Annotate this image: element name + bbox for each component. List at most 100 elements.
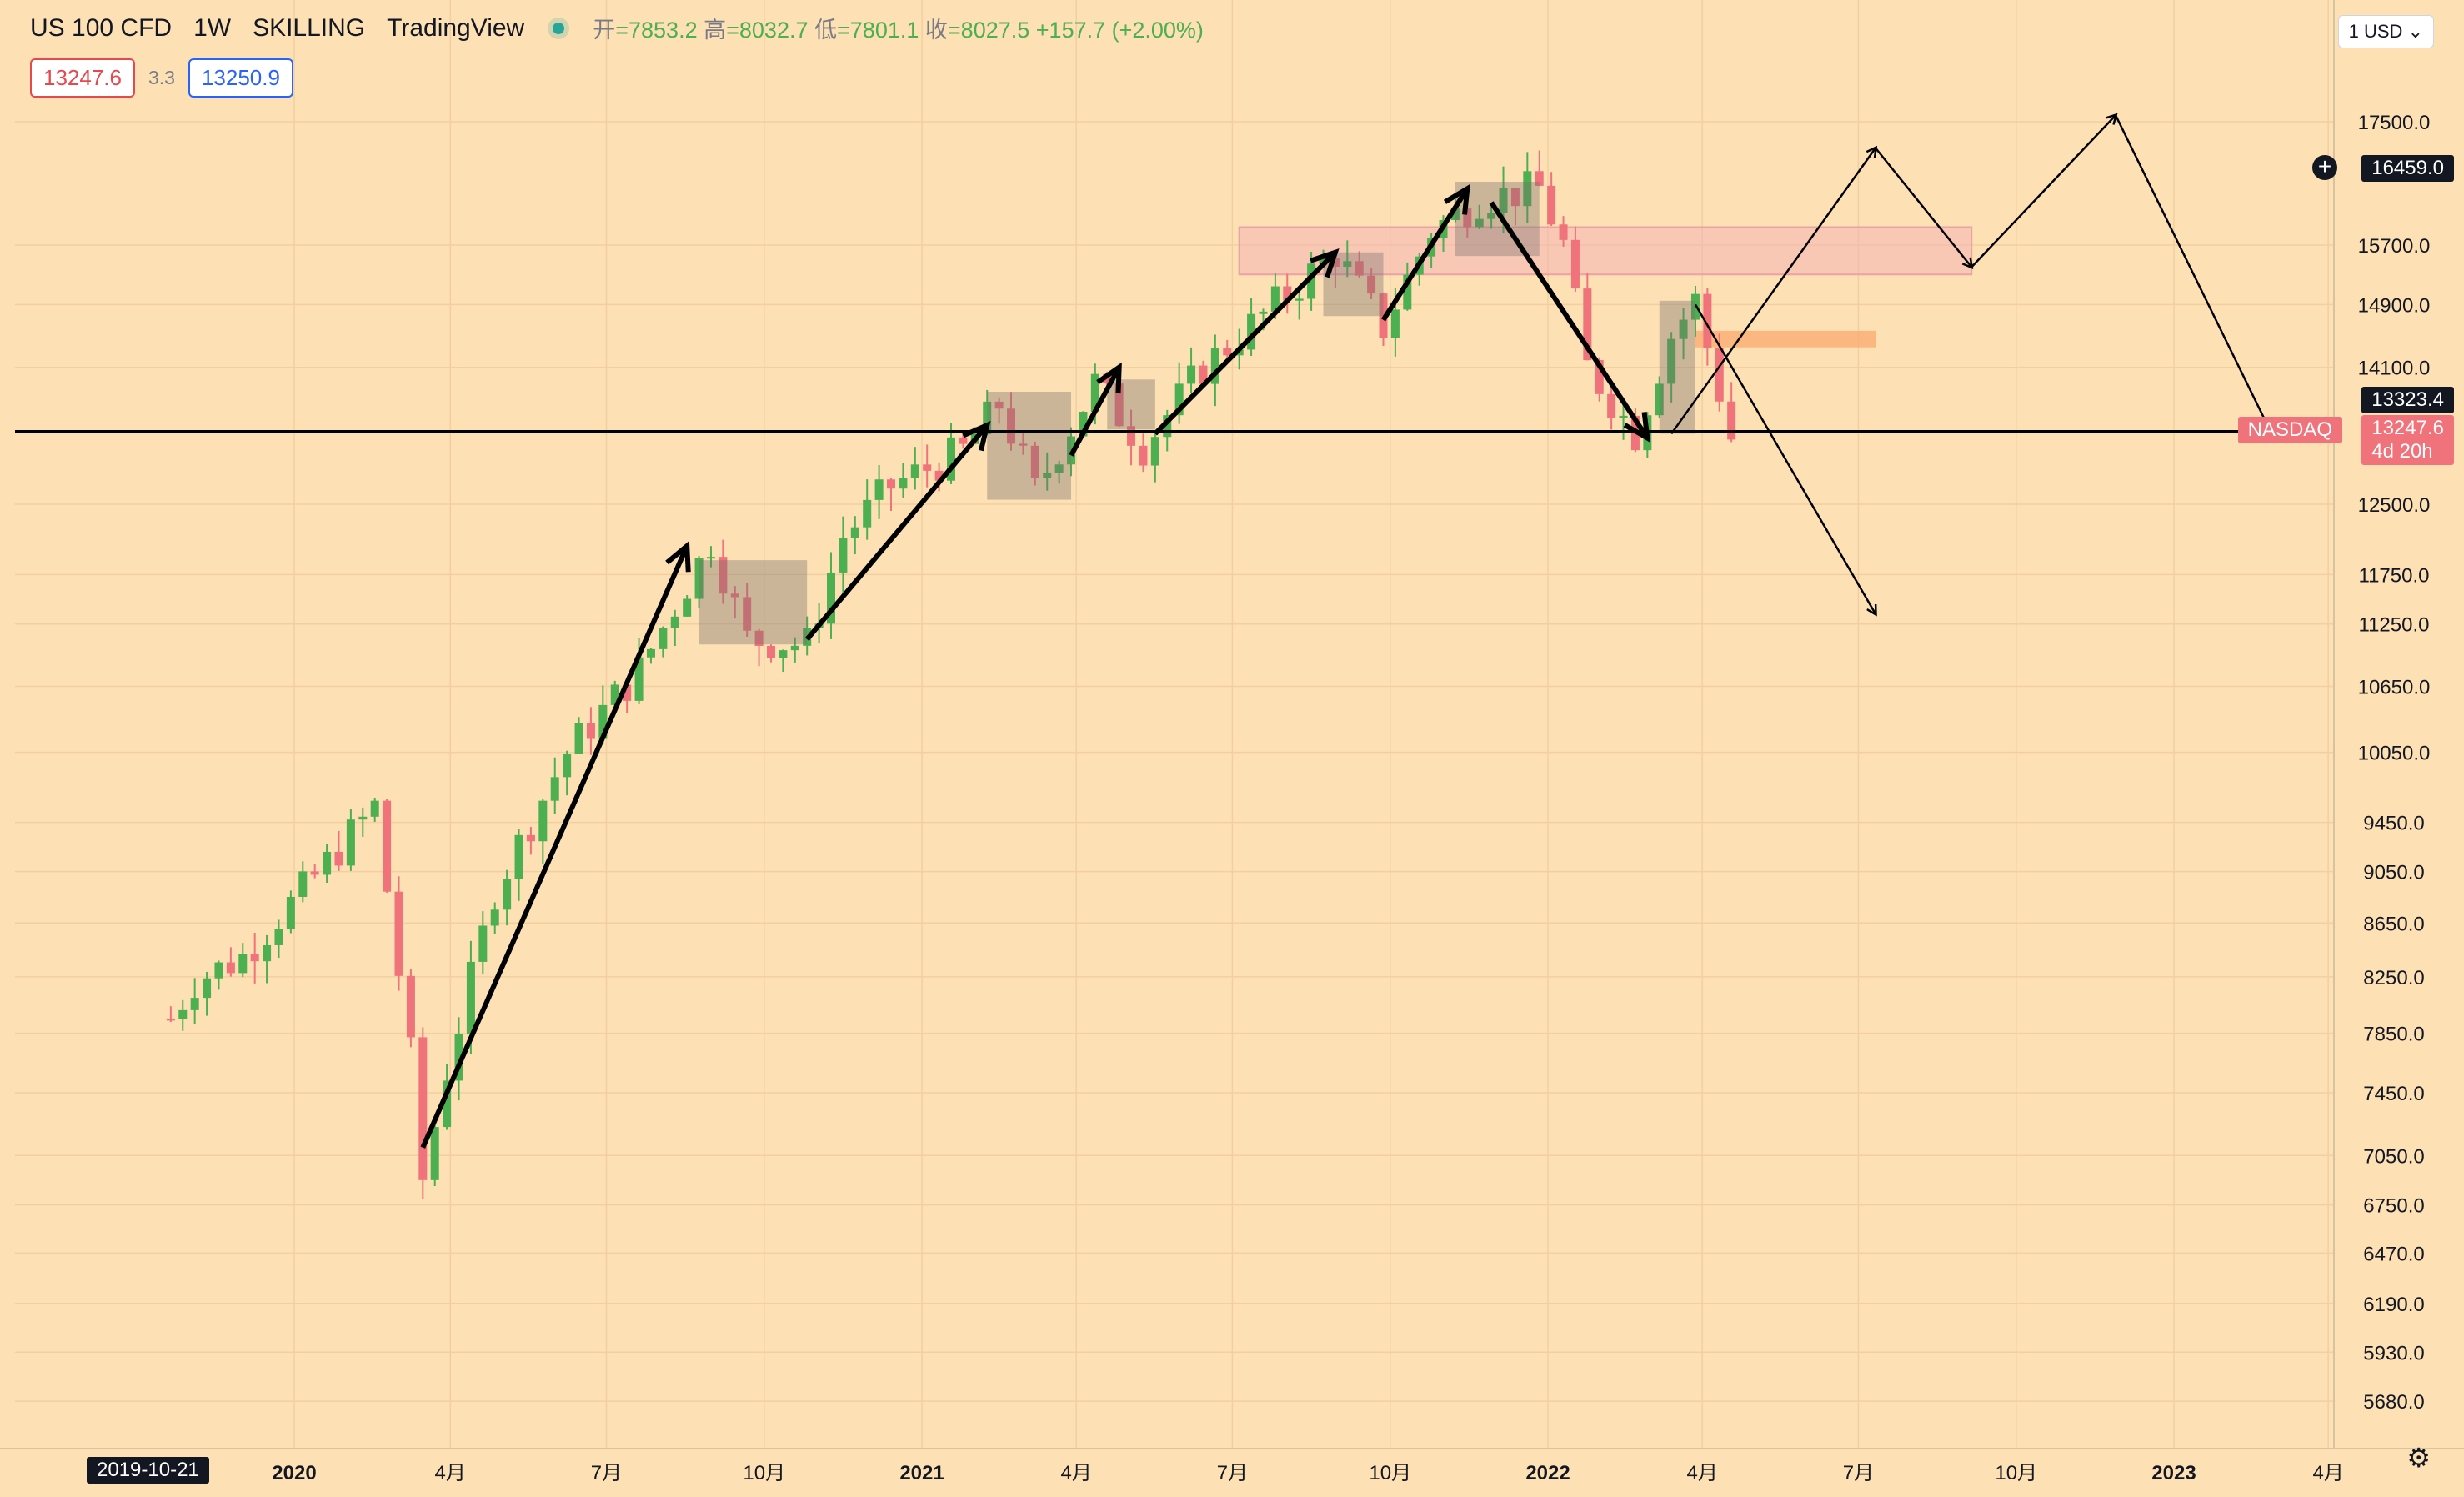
- candle-body: [634, 657, 644, 701]
- high-label: 高: [704, 18, 727, 43]
- currency-select[interactable]: 1 USD ⌄: [2337, 15, 2434, 48]
- candle-body: [646, 648, 655, 658]
- candle-body: [166, 1019, 175, 1021]
- x-tick-label: 2023: [2151, 1462, 2196, 1484]
- y-tick-label: 14900.0: [2358, 294, 2431, 317]
- y-tick-label: 15700.0: [2358, 235, 2431, 258]
- candle-body: [490, 909, 499, 926]
- candle-body: [538, 800, 548, 842]
- y-tick-label: 7050.0: [2363, 1145, 2424, 1168]
- interval[interactable]: 1W: [193, 13, 232, 42]
- x-tick-label: 10月: [1369, 1462, 1411, 1484]
- y-tick-label: 11750.0: [2359, 564, 2430, 587]
- candle-body: [959, 437, 968, 444]
- symbol-price-label: NASDAQ: [2237, 417, 2342, 443]
- candle-body: [1043, 472, 1052, 478]
- candle-body: [1510, 188, 1520, 207]
- candle-body: [1139, 445, 1148, 466]
- candle-body: [1583, 288, 1592, 361]
- candle-body: [863, 499, 872, 528]
- y-tick-label: 5930.0: [2363, 1342, 2424, 1364]
- candle-body: [730, 593, 739, 598]
- candle-body: [1223, 348, 1232, 356]
- resistance-zone: [1695, 330, 1876, 348]
- candle-body: [754, 630, 764, 647]
- sell-button[interactable]: 13247.6: [30, 58, 135, 98]
- projection-arrow: [2114, 114, 2273, 434]
- y-tick-label: 6470.0: [2363, 1243, 2424, 1265]
- candle-body: [503, 879, 512, 910]
- consolidation-box: [1107, 379, 1155, 430]
- consolidation-box: [987, 392, 1072, 500]
- chart-header: US 100 CFD 1W SKILLING TradingView 开=785…: [30, 12, 1204, 44]
- candle-body: [947, 437, 956, 481]
- candle-body: [1090, 373, 1099, 413]
- projection-arrow: [1670, 148, 1876, 435]
- buy-button[interactable]: 13250.9: [188, 58, 293, 98]
- candle-body: [466, 961, 475, 1034]
- candle-body: [286, 896, 295, 929]
- low-label: 低: [814, 18, 837, 43]
- candle-body: [910, 464, 919, 478]
- candle-body: [1607, 393, 1616, 418]
- candle-body: [1307, 263, 1316, 299]
- candle-body: [683, 598, 692, 617]
- candle-body: [334, 851, 343, 866]
- candle-body: [1715, 348, 1724, 402]
- crosshair-price-tag: 16459.0: [2361, 155, 2454, 182]
- impulse-arrow: [1069, 362, 1122, 457]
- broker: SKILLING: [253, 13, 366, 42]
- candle-body: [1690, 293, 1700, 320]
- y-tick-label: 8650.0: [2363, 913, 2424, 935]
- y-tick-label: 17500.0: [2358, 112, 2431, 134]
- price-zones[interactable]: [1238, 226, 1973, 348]
- candle-body: [874, 479, 884, 500]
- candle-body: [850, 527, 859, 538]
- candle-body: [1403, 274, 1412, 310]
- order-buttons: 13247.6 3.3 13250.9: [30, 58, 293, 98]
- impulse-arrow: [1153, 248, 1340, 436]
- y-tick-label: 7450.0: [2363, 1083, 2424, 1105]
- candle-body: [406, 975, 415, 1038]
- candle-body: [1007, 408, 1016, 444]
- impulse-arrow: [1489, 201, 1651, 443]
- candle-body: [1703, 293, 1712, 348]
- candle-body: [1199, 365, 1208, 384]
- candle-body: [983, 401, 992, 435]
- candle-body: [1547, 185, 1556, 225]
- symbol-name[interactable]: US 100 CFD: [30, 13, 173, 42]
- consolidation-box: [1323, 252, 1384, 317]
- candle-body: [1679, 319, 1688, 339]
- candle-body: [394, 891, 403, 976]
- x-tick-label: 4月: [1061, 1462, 1092, 1484]
- market-status-icon: [553, 22, 565, 34]
- close-label: 收: [924, 18, 948, 43]
- candle-body: [1390, 309, 1400, 338]
- gear-icon[interactable]: ⚙: [2406, 1443, 2431, 1473]
- candle-body: [1487, 213, 1496, 219]
- candle-body: [178, 1009, 188, 1019]
- trend-arrows[interactable]: [420, 114, 2273, 1149]
- x-tick-label: 7月: [1843, 1462, 1874, 1484]
- x-tick-label: 10月: [1995, 1462, 2037, 1484]
- y-tick-label: 12500.0: [2358, 494, 2431, 517]
- candle-body: [1114, 383, 1124, 427]
- candle-body: [1163, 415, 1172, 438]
- candle-body: [478, 925, 488, 962]
- candle-body: [934, 470, 944, 481]
- candle-body: [226, 962, 235, 974]
- candle-body: [1210, 348, 1219, 384]
- candle-body: [1283, 286, 1292, 301]
- add-alert-icon[interactable]: +: [2312, 155, 2337, 180]
- candle-body: [574, 723, 583, 754]
- impulse-arrow: [1380, 183, 1470, 322]
- candle-body: [623, 684, 632, 701]
- date-tag: 2019-10-21: [87, 1457, 209, 1484]
- candle-body: [1523, 171, 1532, 207]
- y-tick-label: 9050.0: [2363, 862, 2424, 884]
- candle-body: [1270, 286, 1280, 312]
- candle-body: [659, 628, 668, 649]
